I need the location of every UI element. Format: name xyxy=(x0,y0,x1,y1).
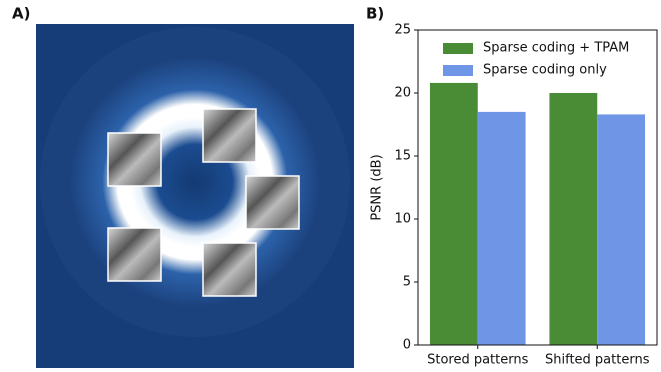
patch xyxy=(108,133,161,186)
y-tick-label: 15 xyxy=(394,149,411,164)
patch xyxy=(108,228,161,281)
legend-swatch xyxy=(443,65,473,76)
legend-label: Sparse coding only xyxy=(483,63,607,78)
y-tick-label: 0 xyxy=(403,338,411,353)
bar xyxy=(597,114,645,345)
bar xyxy=(478,112,526,345)
panel-label: A) xyxy=(12,5,30,23)
legend-label: Sparse coding + TPAM xyxy=(483,41,629,56)
patch xyxy=(246,176,299,229)
panel-label: B) xyxy=(366,5,384,23)
legend-swatch xyxy=(443,43,473,54)
patch xyxy=(203,243,256,296)
bar xyxy=(549,93,597,345)
y-axis-label: PSNR (dB) xyxy=(370,154,385,220)
y-tick-label: 25 xyxy=(394,23,411,38)
x-tick-label: Stored patterns xyxy=(427,353,529,368)
ring-image xyxy=(36,24,354,368)
figure: A) B) Stored patterns Shifted patterns 0 5 1… xyxy=(0,0,661,372)
bar xyxy=(430,83,478,345)
x-tick-label: Shifted patterns xyxy=(545,353,650,368)
patch xyxy=(203,109,256,162)
bar-chart: Stored patterns Shifted patterns 0 5 10 15 20 2… xyxy=(370,23,658,368)
y-tick-label: 5 xyxy=(403,275,411,290)
y-tick-label: 10 xyxy=(394,212,411,227)
y-tick-label: 20 xyxy=(394,86,411,101)
ring xyxy=(40,27,350,337)
